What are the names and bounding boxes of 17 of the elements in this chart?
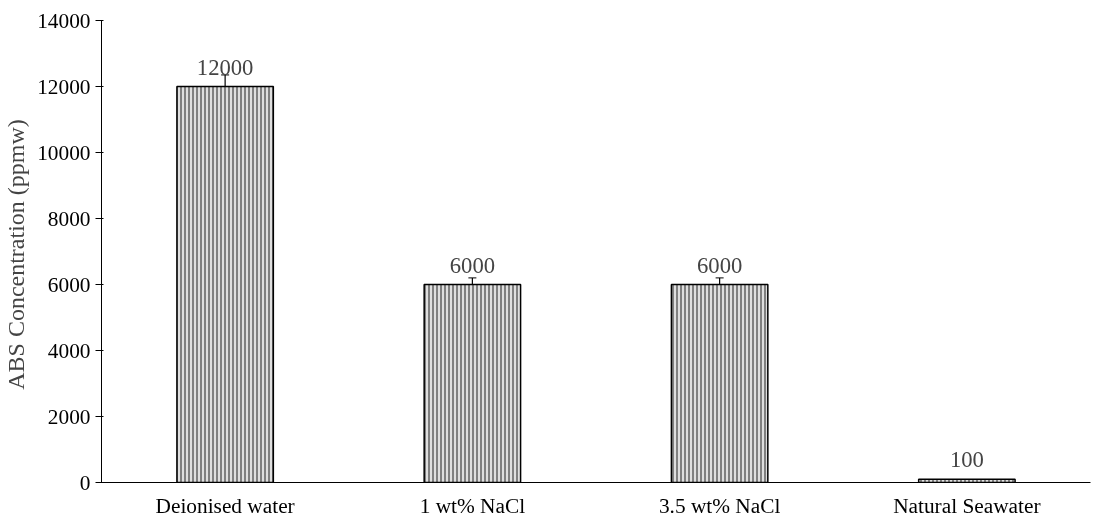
data-label: 12000 — [196, 54, 254, 80]
y-tick-label: 6000 — [47, 272, 91, 297]
y-tick-label: 14000 — [37, 8, 91, 33]
data-label: 100 — [949, 447, 984, 473]
y-tick-label: 2000 — [47, 404, 91, 429]
y-axis-title: ABS Concentration (ppmw) — [3, 119, 30, 390]
y-tick-label: 8000 — [47, 206, 91, 231]
y-tick-label: 0 — [79, 470, 91, 495]
x-tick-label: 1 wt% NaCl — [419, 493, 526, 518]
y-tick-label: 12000 — [37, 74, 91, 99]
data-label: 6000 — [449, 252, 496, 278]
x-tick-label: Deionised water — [155, 493, 295, 518]
x-tick-label: Natural Seawater — [893, 493, 1041, 518]
data-label: 6000 — [696, 252, 743, 278]
y-tick-label: 10000 — [37, 140, 91, 165]
x-tick-label: 3.5 wt% NaCl — [658, 493, 781, 518]
y-tick-label: 4000 — [47, 338, 91, 363]
